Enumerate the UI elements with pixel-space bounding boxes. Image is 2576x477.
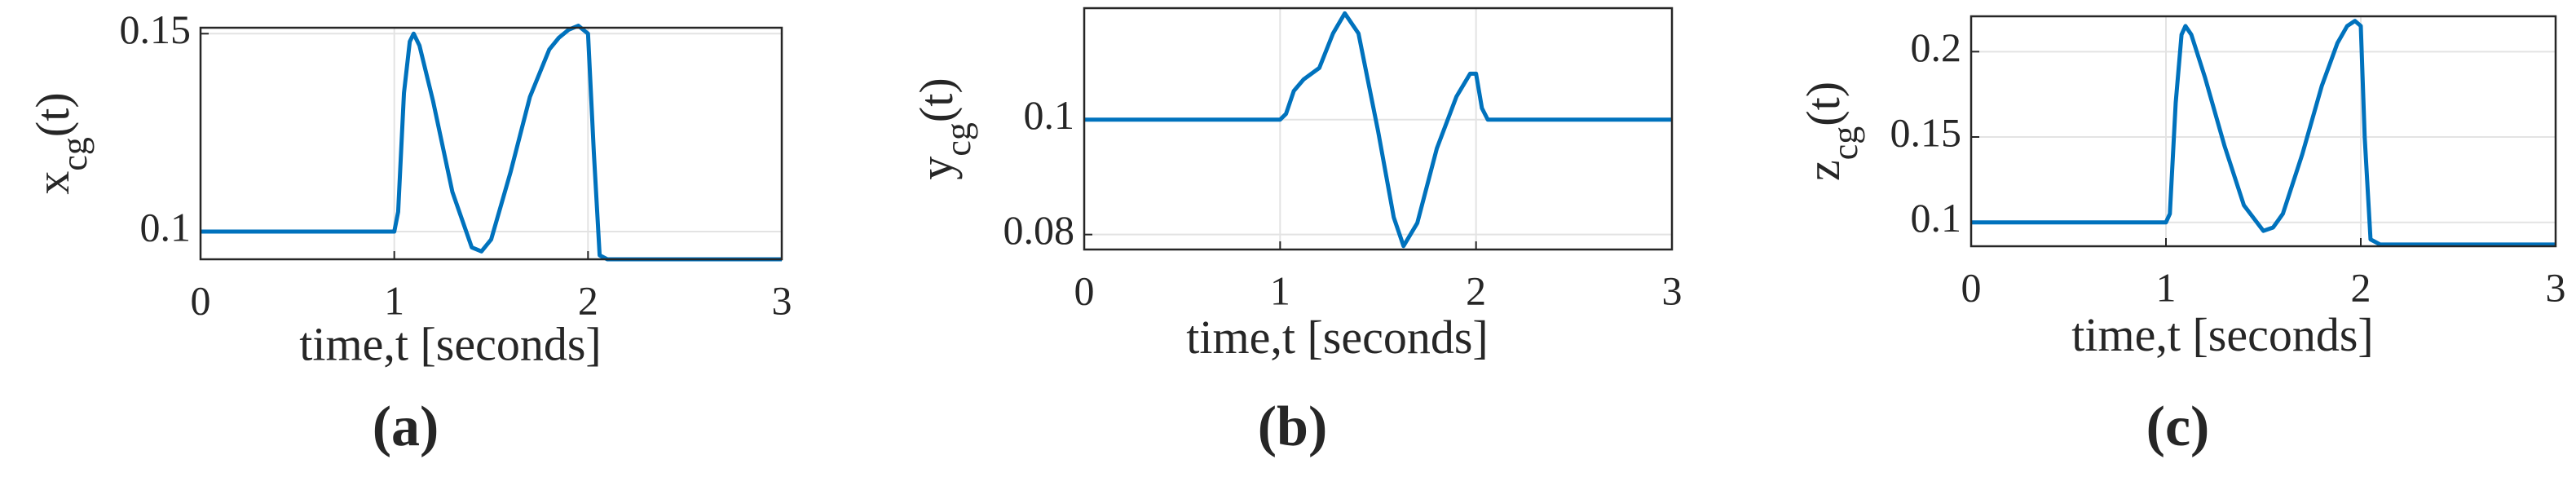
plot-area — [201, 28, 782, 259]
axes-box — [1969, 15, 2557, 248]
panel-caption: (a) — [373, 395, 439, 458]
y-axis-label: zcg(t) — [1797, 82, 1864, 181]
x-tick-label: 2 — [2351, 264, 2371, 310]
x-axis-label: time,t [seconds] — [299, 317, 601, 370]
x-axis-label: time,t [seconds] — [2071, 308, 2373, 361]
y-tick-label: 0.15 — [1890, 109, 1962, 155]
axes-box — [199, 26, 783, 261]
x-tick-label: 2 — [578, 277, 598, 323]
panel-caption: (c) — [2146, 395, 2210, 458]
data-line — [1971, 19, 2556, 247]
y-axis-label-part: (t) — [26, 92, 79, 137]
x-tick-label: 3 — [1662, 267, 1683, 313]
y-axis-label-part: (t) — [1797, 82, 1850, 126]
y-tick-label: 0.1 — [1911, 195, 1962, 241]
y-tick-label: 0.2 — [1911, 24, 1962, 70]
x-tick-label: 0 — [1961, 264, 1982, 310]
x-tick-label: 0 — [191, 277, 211, 323]
y-tick-label: 0.08 — [1003, 207, 1075, 253]
subplot: 0 1 2 3 0.08 0.1 time,t [seconds] ycg(t) (b) — [910, 7, 1683, 458]
y-tick-label: 0.1 — [140, 204, 192, 250]
y-axis-label-part: y — [910, 157, 963, 180]
y-axis-label: ycg(t) — [910, 77, 977, 179]
x-axis-label: time,t [seconds] — [1186, 311, 1488, 364]
x-tick-label: 3 — [772, 277, 792, 323]
y-axis-label: xcg(t) — [26, 92, 94, 194]
x-tick-label: 1 — [1270, 267, 1290, 313]
y-axis-label-part: cg — [55, 137, 95, 171]
y-axis-label-part: x — [26, 171, 79, 195]
y-axis-label-part: cg — [938, 122, 978, 157]
data-line — [201, 24, 782, 262]
y-axis-label-part: (t) — [910, 77, 963, 122]
x-tick-label: 2 — [1466, 267, 1486, 313]
axes-box — [1083, 7, 1674, 251]
y-axis-label-part: z — [1797, 160, 1850, 181]
y-tick-label: 0.1 — [1024, 92, 1075, 138]
x-tick-label: 1 — [2156, 264, 2177, 310]
y-tick-label: 0.15 — [120, 7, 192, 52]
data-line — [1084, 11, 1672, 249]
x-tick-label: 0 — [1074, 267, 1095, 313]
subplot: 0 1 2 3 0.1 0.15 0.2 time,t [seconds] zcg(t) (c) — [1797, 15, 2566, 458]
subplot: 0 1 2 3 0.1 0.15 time,t [seconds] xcg(t) (a) — [26, 7, 792, 458]
panel-caption: (b) — [1258, 395, 1328, 458]
x-tick-label: 3 — [2546, 264, 2566, 310]
x-tick-label: 1 — [384, 277, 404, 323]
y-axis-label-part: cg — [1825, 126, 1865, 161]
plot-area — [1971, 16, 2556, 246]
